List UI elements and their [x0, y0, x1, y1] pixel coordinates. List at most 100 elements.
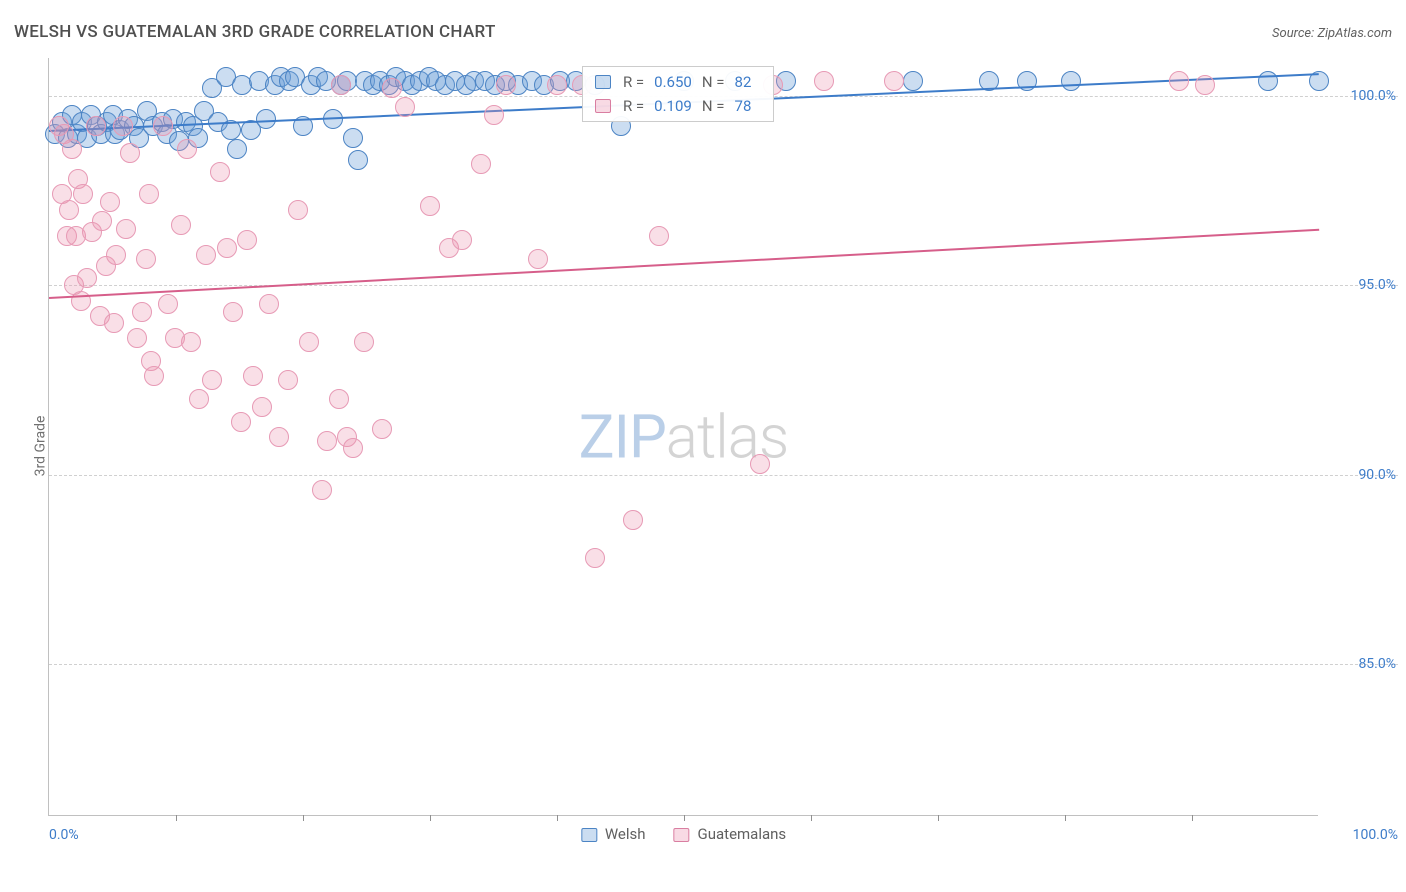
gridline: [49, 664, 1398, 665]
x-axis-min-label: 0.0%: [49, 827, 79, 843]
scatter-point: [452, 230, 472, 250]
scatter-point: [158, 294, 178, 314]
scatter-point: [77, 268, 97, 288]
scatter-point: [243, 366, 263, 386]
scatter-point: [395, 97, 415, 117]
scatter-point: [884, 71, 904, 91]
scatter-point: [528, 249, 548, 269]
scatter-point: [252, 397, 272, 417]
scatter-point: [104, 313, 124, 333]
scatter-point: [343, 128, 363, 148]
x-tick: [557, 815, 558, 821]
scatter-point: [62, 139, 82, 159]
scatter-point: [71, 291, 91, 311]
scatter-point: [139, 184, 159, 204]
chart-title: WELSH VS GUATEMALAN 3RD GRADE CORRELATIO…: [14, 22, 496, 42]
stats-text: 0.650: [654, 73, 692, 91]
y-tick-label: 90.0%: [1358, 467, 1396, 483]
scatter-point: [189, 389, 209, 409]
scatter-point: [903, 71, 923, 91]
y-tick-label: 95.0%: [1358, 277, 1396, 293]
scatter-point: [227, 139, 247, 159]
legend-swatch: [674, 828, 690, 842]
scatter-point: [92, 211, 112, 231]
scatter-point: [231, 412, 251, 432]
scatter-point: [73, 184, 93, 204]
scatter-point: [343, 438, 363, 458]
scatter-point: [223, 302, 243, 322]
stats-text: 78: [735, 97, 752, 115]
scatter-point: [144, 366, 164, 386]
x-axis-max-label: 100.0%: [1353, 827, 1398, 843]
scatter-point: [348, 150, 368, 170]
y-tick-label: 100.0%: [1351, 88, 1396, 104]
scatter-point: [317, 431, 337, 451]
stats-text: R =: [623, 97, 644, 115]
scatter-point: [312, 480, 332, 500]
legend-item: Welsh: [581, 825, 646, 843]
stats-text: N =: [702, 73, 725, 91]
scatter-point: [171, 215, 191, 235]
scatter-point: [814, 71, 834, 91]
x-tick: [303, 815, 304, 821]
scatter-point: [210, 162, 230, 182]
legend-swatch: [595, 99, 611, 113]
scatter-point: [585, 548, 605, 568]
scatter-point: [127, 328, 147, 348]
scatter-point: [153, 116, 173, 136]
scatter-point: [471, 154, 491, 174]
stats-text: N =: [702, 97, 725, 115]
legend-swatch: [581, 828, 597, 842]
scatter-point: [278, 370, 298, 390]
scatter-point: [136, 249, 156, 269]
scatter-point: [750, 454, 770, 474]
scatter-point: [372, 419, 392, 439]
scatter-point: [1169, 71, 1189, 91]
scatter-point: [59, 200, 79, 220]
source-link[interactable]: ZipAtlas.com: [1317, 26, 1392, 41]
x-tick: [1065, 815, 1066, 821]
scatter-point: [181, 332, 201, 352]
scatter-point: [196, 245, 216, 265]
x-tick: [811, 815, 812, 821]
x-tick: [430, 815, 431, 821]
scatter-point: [547, 75, 567, 95]
legend: Welsh Guatemalans: [581, 825, 786, 843]
scatter-point: [113, 116, 133, 136]
y-tick-label: 85.0%: [1358, 656, 1396, 672]
scatter-point: [484, 105, 504, 125]
stats-text: 82: [735, 73, 752, 91]
scatter-point: [86, 116, 106, 136]
scatter-point: [259, 294, 279, 314]
scatter-point: [354, 332, 374, 352]
scatter-point: [288, 200, 308, 220]
x-tick: [176, 815, 177, 821]
stats-box: R =0.650N =82R =0.109N =78: [582, 66, 774, 122]
scatter-point: [237, 230, 257, 250]
scatter-point: [331, 75, 351, 95]
scatter-point: [649, 226, 669, 246]
gridline: [49, 475, 1398, 476]
stats-text: R =: [623, 73, 644, 91]
scatter-point: [1258, 71, 1278, 91]
scatter-point: [202, 370, 222, 390]
scatter-point: [329, 389, 349, 409]
legend-swatch: [595, 75, 611, 89]
scatter-point: [299, 332, 319, 352]
scatter-point: [1061, 71, 1081, 91]
scatter-point: [420, 196, 440, 216]
legend-item: Guatemalans: [674, 825, 787, 843]
scatter-point: [120, 143, 140, 163]
scatter-point: [100, 192, 120, 212]
scatter-point: [382, 78, 402, 98]
scatter-point: [116, 219, 136, 239]
scatter-point: [1195, 75, 1215, 95]
y-axis-label: 3rd Grade: [32, 416, 48, 477]
scatter-point: [106, 245, 126, 265]
legend-label: Guatemalans: [698, 825, 787, 843]
legend-label: Welsh: [605, 825, 646, 843]
scatter-point: [623, 510, 643, 530]
scatter-point: [132, 302, 152, 322]
source-label: Source: ZipAtlas.com: [1272, 26, 1392, 41]
scatter-point: [256, 109, 276, 129]
